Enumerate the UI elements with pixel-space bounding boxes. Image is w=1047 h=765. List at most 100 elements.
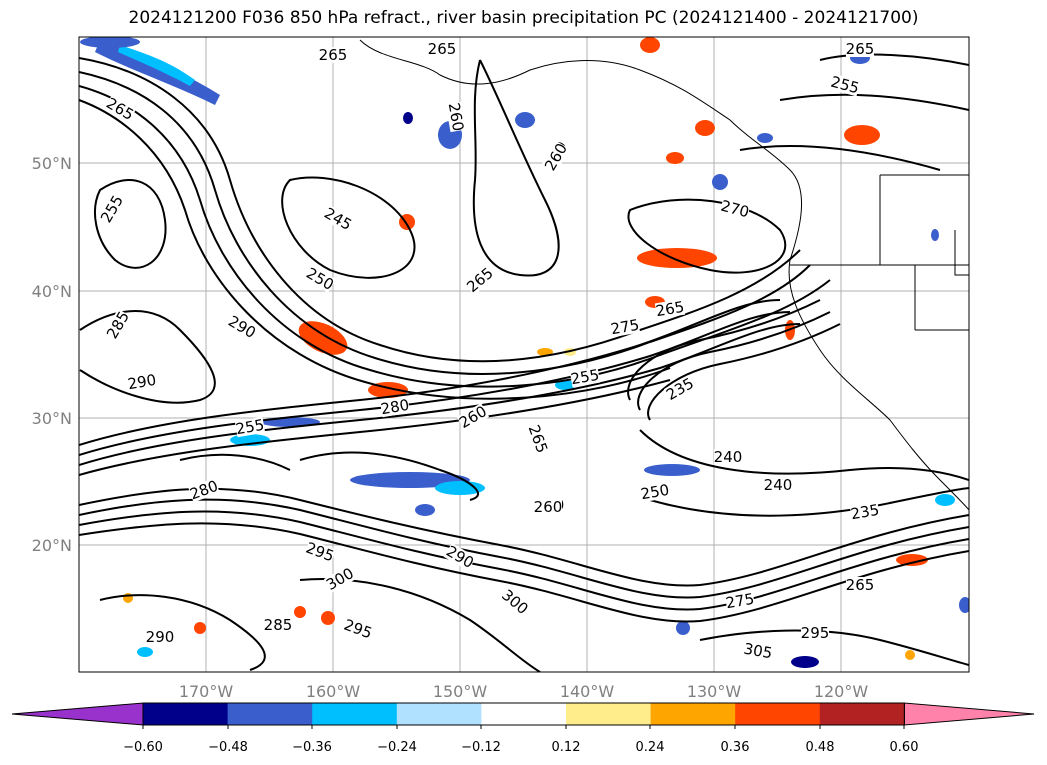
contour-label: 235 (849, 501, 880, 524)
contour-label-bg (234, 416, 266, 438)
contour-label-bg (801, 625, 829, 641)
contour-label-bg (303, 265, 337, 293)
contour-label: 265 (846, 40, 875, 58)
colorbar-segment (650, 703, 736, 725)
colorbar-segment (227, 703, 313, 725)
precip-shading (80, 37, 969, 668)
contour-label-bg (342, 616, 374, 642)
colorbar-tick-label: −0.24 (377, 740, 417, 755)
contour-label-bg (443, 543, 477, 571)
contour-label-bg (742, 640, 774, 662)
contour-label: 255 (234, 416, 265, 439)
contour-label: 265 (846, 576, 875, 594)
contour-label: 295 (801, 624, 830, 642)
colorbar-tick-label: 0.48 (806, 740, 835, 755)
contour-label-bg (225, 313, 259, 341)
colorbar-frame (142, 702, 905, 726)
contour-label: 250 (639, 481, 670, 504)
contour-label: 255 (569, 366, 600, 389)
colorbar-segment (481, 703, 567, 725)
lon-label: 160°W (306, 682, 361, 701)
coastlines (359, 39, 969, 511)
colorbar-tick-label: 0.24 (636, 740, 665, 755)
lon-label: 140°W (560, 682, 615, 701)
contour-label: 265 (428, 40, 457, 58)
contour-label-bg (639, 481, 671, 503)
contour-label-bg (654, 298, 686, 320)
contour-label-bg (304, 539, 336, 565)
contour-label-bg (719, 197, 751, 221)
colorbar-tick-label: −0.12 (461, 740, 501, 755)
map-frame (78, 36, 970, 673)
contour-label: 290 (126, 371, 157, 394)
lat-label: 30°N (32, 409, 72, 428)
colorbar-extend-low (11, 702, 144, 726)
colorbar (11, 702, 1035, 726)
colorbar-extend-high (903, 702, 1035, 726)
colorbar-segment (819, 703, 905, 725)
lon-label: 170°W (179, 682, 234, 701)
contour-label: 260 (445, 101, 468, 132)
lon-axis: 170°W 160°W 150°W 140°W 130°W 120°W (179, 682, 869, 701)
lat-label: 50°N (32, 154, 72, 173)
plot-title: 2024121200 F036 850 hPa refract., river … (128, 8, 919, 28)
contour-label: 240 (764, 476, 793, 494)
contour-label-bg (146, 629, 174, 645)
contour-label-bg (724, 590, 756, 612)
contour-label-bg (379, 396, 411, 418)
contour-label: 260 (534, 498, 563, 516)
contour-label: 275 (724, 590, 755, 613)
colorbar-tick-label: 0.12 (552, 740, 581, 755)
contour-label-bg (321, 205, 355, 233)
contour-label-bg (499, 586, 531, 618)
contour-label: 240 (714, 448, 743, 466)
contour-label: 280 (379, 396, 410, 419)
contour-label-bg (764, 477, 792, 493)
lon-label: 150°W (433, 682, 488, 701)
contour-label-bg (323, 565, 357, 593)
contour-label-bg (846, 41, 874, 57)
contour-label-bg (188, 477, 220, 503)
map-panel (79, 37, 969, 672)
colorbar-segment (143, 703, 229, 725)
contour-label-bg (98, 192, 126, 226)
contour-label-bg (542, 140, 570, 174)
contour-label-bg (464, 264, 496, 296)
contour-label-bg (829, 73, 861, 97)
colorbar-tick-label: −0.48 (208, 740, 248, 755)
contour-label-bg (846, 577, 874, 593)
contour-label-bg (445, 101, 467, 133)
contour-label-bg (663, 375, 697, 403)
contour-label-bg (569, 366, 601, 388)
colorbar-tick-label: −0.36 (292, 740, 332, 755)
contour-label-bg (849, 501, 881, 523)
colorbar-segment (312, 703, 398, 725)
contour-label-bg (126, 371, 158, 393)
colorbar-segment (396, 703, 482, 725)
contour-label: 290 (146, 628, 175, 646)
contour-label: 265 (654, 298, 685, 321)
colorbar-tick-label: −0.60 (123, 740, 163, 755)
colorbar-segment (735, 703, 821, 725)
contour-label-bg (264, 617, 292, 633)
lat-label: 20°N (32, 536, 72, 555)
lat-axis: 50°N 40°N 30°N 20°N (32, 154, 72, 555)
contour-label-bg (609, 316, 641, 338)
contour-label-bg (428, 41, 456, 57)
contour-label: 265 (319, 46, 348, 64)
contour-label: 275 (609, 316, 640, 339)
lon-label: 120°W (814, 682, 869, 701)
lon-label: 130°W (687, 682, 742, 701)
contour-label-bg (525, 423, 551, 455)
contour-label-bg (319, 47, 347, 63)
colorbar-ticks: −0.60 −0.48 −0.36 −0.24 −0.12 0.12 0.24 0.36 0.4… (123, 725, 918, 755)
lat-label: 40°N (32, 282, 72, 301)
contour-label-bg (456, 403, 490, 431)
colorbar-tick-label: 0.60 (890, 740, 919, 755)
contour-label-bg (534, 499, 562, 515)
contour-label: 305 (742, 640, 773, 663)
contour-label-bg (714, 449, 742, 465)
colorbar-tick-label: 0.36 (721, 740, 750, 755)
colorbar-segment (566, 703, 652, 725)
